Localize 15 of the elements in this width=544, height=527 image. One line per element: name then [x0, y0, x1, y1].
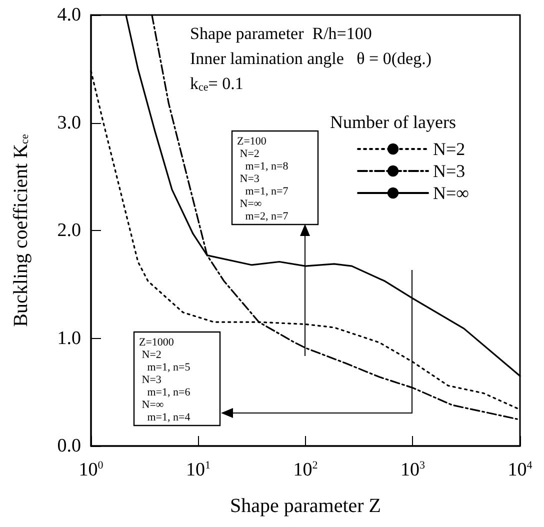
x-axis-title: Shape parameter Z [230, 495, 382, 517]
annotation: Z=100 N=2 m=1, n=8 N=3 m=1, n=7 N=∞ m=2, n=7 [237, 135, 289, 222]
legend-label: N=3 [433, 161, 466, 181]
y-tick-label: 1.0 [57, 328, 81, 349]
y-tick-label: 3.0 [57, 112, 81, 134]
annotation: Inner lamination angle θ = 0(deg.) [190, 49, 432, 68]
annotation: Z=1000 N=2 m=1, n=5 N=3 m=1, n=6 N=∞ m=1, n=4 [139, 336, 191, 424]
y-tick-label: 0.0 [57, 436, 81, 456]
y-tick-label: 2.0 [57, 220, 81, 241]
legend-label: N=∞ [433, 183, 470, 203]
annotation: Shape parameter R/h=100 [190, 24, 372, 43]
legend-label: N=2 [433, 139, 466, 159]
legend-title: Number of layers [330, 112, 456, 132]
y-tick-label: 4.0 [57, 4, 81, 26]
y-axis-title: Buckling coefficient Kce [10, 134, 32, 327]
